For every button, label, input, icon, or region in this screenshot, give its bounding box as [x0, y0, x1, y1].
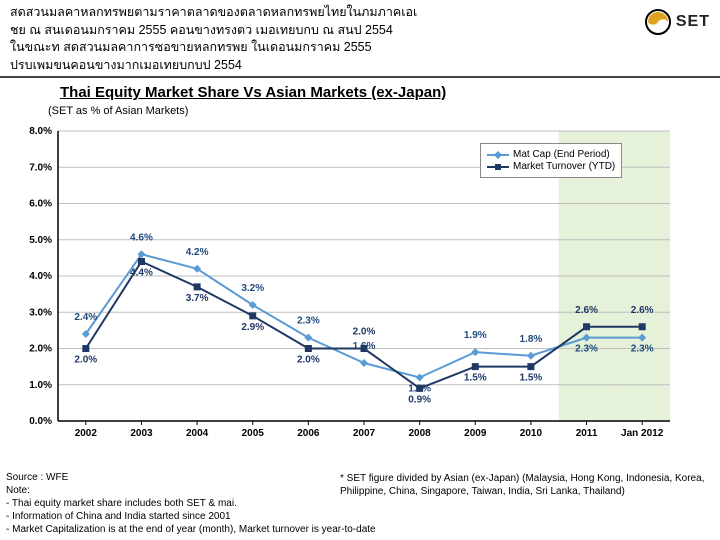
legend: Mat Cap (End Period)Market Turnover (YTD…	[480, 143, 622, 178]
svg-text:2.0%: 2.0%	[353, 327, 376, 338]
svg-text:6.0%: 6.0%	[29, 199, 52, 210]
svg-text:8.0%: 8.0%	[29, 126, 52, 137]
svg-text:2.3%: 2.3%	[631, 344, 654, 355]
svg-text:2002: 2002	[75, 428, 98, 439]
svg-text:2005: 2005	[242, 428, 265, 439]
svg-text:2.4%: 2.4%	[74, 312, 97, 323]
svg-text:4.4%: 4.4%	[130, 268, 153, 279]
svg-text:2.0%: 2.0%	[297, 355, 320, 366]
footnote-right: * SET figure divided by Asian (ex-Japan)…	[340, 472, 710, 498]
svg-text:2010: 2010	[520, 428, 543, 439]
svg-text:1.0%: 1.0%	[29, 380, 52, 391]
footnote-left: Source : WFENote: - Thai equity market s…	[6, 471, 376, 536]
svg-text:1.8%: 1.8%	[520, 334, 543, 345]
svg-text:2.6%: 2.6%	[631, 305, 654, 316]
svg-text:2.9%: 2.9%	[241, 322, 264, 333]
svg-text:3.2%: 3.2%	[241, 283, 264, 294]
svg-text:2006: 2006	[297, 428, 320, 439]
svg-text:3.7%: 3.7%	[186, 293, 209, 304]
svg-text:5.0%: 5.0%	[29, 235, 52, 246]
svg-text:2004: 2004	[186, 428, 209, 439]
svg-text:2.3%: 2.3%	[575, 344, 598, 355]
svg-text:2.6%: 2.6%	[575, 305, 598, 316]
svg-text:Jan 2012: Jan 2012	[621, 428, 664, 439]
chart-subtitle: (SET as % of Asian Markets)	[0, 105, 720, 117]
svg-text:2008: 2008	[409, 428, 432, 439]
svg-text:1.5%: 1.5%	[520, 373, 543, 384]
svg-text:0.0%: 0.0%	[29, 416, 52, 427]
svg-text:3.0%: 3.0%	[29, 307, 52, 318]
chart-area: 0.0% 1.0% 2.0% 3.0% 4.0% 5.0% 6.0% 7.0% 8.0% 2002…	[10, 119, 710, 459]
svg-text:2.3%: 2.3%	[297, 316, 320, 327]
svg-text:1.5%: 1.5%	[464, 373, 487, 384]
svg-text:4.0%: 4.0%	[29, 271, 52, 282]
svg-text:4.2%: 4.2%	[186, 247, 209, 258]
svg-text:2011: 2011	[576, 428, 598, 439]
header: สดสวนมลคาหลกทรพยตามราคาตลาดของตลาดหลกทรพ…	[0, 0, 720, 78]
svg-text:0.9%: 0.9%	[408, 394, 431, 405]
svg-text:2003: 2003	[130, 428, 153, 439]
svg-text:2.0%: 2.0%	[74, 355, 97, 366]
svg-text:2009: 2009	[464, 428, 487, 439]
set-logo-icon	[644, 8, 672, 36]
svg-text:2007: 2007	[353, 428, 376, 439]
svg-text:4.6%: 4.6%	[130, 232, 153, 243]
set-logo-text: SET	[676, 13, 710, 31]
set-logo: SET	[644, 4, 710, 36]
svg-text:2.0%: 2.0%	[29, 344, 52, 355]
svg-text:7.0%: 7.0%	[29, 162, 52, 173]
chart-title: Thai Equity Market Share Vs Asian Market…	[0, 78, 720, 105]
svg-text:1.9%: 1.9%	[464, 330, 487, 341]
header-thai-text: สดสวนมลคาหลกทรพยตามราคาตลาดของตลาดหลกทรพ…	[10, 4, 644, 74]
